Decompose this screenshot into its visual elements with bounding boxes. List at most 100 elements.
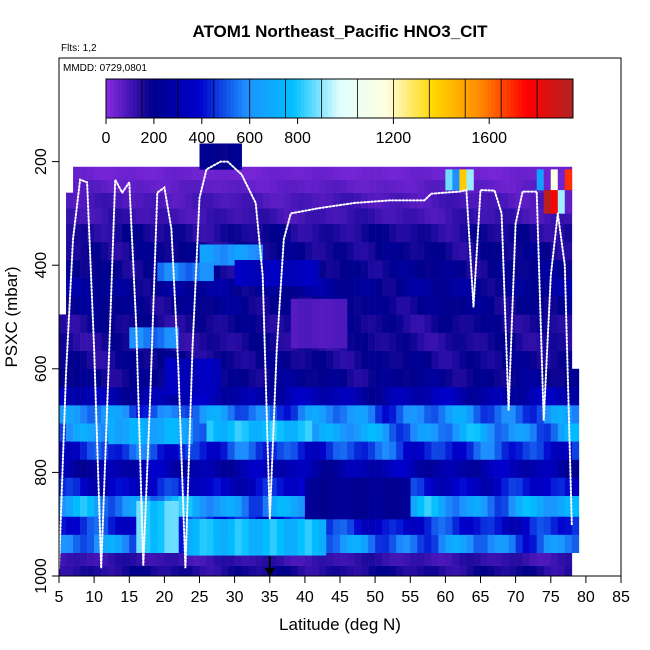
heatmap-cell — [234, 519, 242, 556]
heatmap-cell — [480, 260, 488, 279]
heatmap-cell — [501, 441, 509, 460]
colorbar-segment — [323, 79, 329, 118]
heatmap-cell — [59, 516, 67, 535]
heatmap-cell — [220, 314, 228, 333]
heatmap-cell — [136, 179, 144, 193]
heatmap-cell — [199, 552, 207, 566]
heatmap-cell — [108, 565, 116, 577]
heatmap-cell — [73, 459, 81, 478]
heatmap-cell — [515, 516, 523, 535]
heatmap-cell — [80, 441, 88, 460]
heatmap-cell — [459, 565, 467, 577]
heatmap-cell — [396, 441, 404, 460]
heatmap-cell — [283, 166, 292, 181]
heatmap-cell — [276, 208, 285, 225]
heatmap-cell — [332, 405, 341, 424]
heatmap-cell — [262, 260, 271, 287]
heatmap-cell — [347, 314, 355, 333]
heatmap-cell — [431, 296, 439, 315]
heatmap-cell — [206, 332, 214, 351]
heatmap-cell — [115, 418, 123, 445]
heatmap-cell — [494, 208, 502, 225]
heatmap-cell — [164, 459, 172, 478]
heatmap-cell — [368, 278, 376, 297]
heatmap-cell — [325, 516, 334, 535]
heatmap-cell — [396, 565, 404, 577]
colorbar-tick-label: 1200 — [376, 130, 412, 147]
heatmap-cell — [276, 405, 285, 424]
colorbar-segment — [464, 79, 469, 118]
heatmap-cell — [529, 208, 537, 225]
heatmap-cell — [347, 565, 355, 577]
heatmap-cell — [73, 208, 81, 225]
heatmap-cell — [410, 459, 418, 478]
heatmap-cell — [73, 552, 81, 566]
heatmap-cell — [354, 166, 362, 181]
heatmap-cell — [136, 552, 144, 566]
heatmap-cell — [178, 405, 186, 424]
heatmap-cell — [480, 477, 488, 497]
heatmap-cell — [276, 495, 285, 517]
heatmap-cell — [262, 519, 271, 556]
heatmap-cell — [241, 350, 249, 370]
heatmap-cell — [396, 332, 404, 351]
heatmap-cell — [185, 179, 193, 193]
heatmap-cell — [354, 314, 362, 333]
heatmap-cell — [262, 477, 271, 497]
heatmap-cell — [234, 192, 242, 209]
heatmap-cell — [473, 179, 481, 193]
heatmap-cell — [248, 192, 256, 209]
heatmap-cell — [515, 241, 523, 261]
heatmap-cell — [94, 565, 102, 577]
heatmap-cell — [213, 244, 221, 266]
heatmap-cell — [304, 519, 313, 556]
heatmap-cell — [550, 208, 559, 225]
heatmap-cell — [396, 208, 404, 225]
heatmap-cell — [417, 314, 425, 333]
heatmap-cell — [283, 565, 292, 577]
heatmap-cell — [143, 260, 151, 279]
heatmap-cell — [255, 519, 264, 556]
heatmap-cell — [318, 179, 327, 193]
heatmap-cell — [522, 405, 530, 424]
heatmap-cell — [543, 423, 552, 442]
heatmap-cell — [164, 405, 172, 424]
heatmap-cell — [150, 386, 158, 406]
heatmap-cell — [396, 534, 404, 553]
heatmap-cell — [431, 166, 439, 181]
colorbar-segment — [152, 79, 157, 118]
heatmap-cell — [494, 241, 502, 261]
heatmap-cell — [564, 190, 573, 214]
heatmap-cell — [480, 405, 488, 424]
heatmap-cell — [424, 223, 432, 243]
heatmap-cell — [87, 314, 95, 333]
heatmap-cell — [382, 441, 390, 460]
heatmap-cell — [136, 260, 144, 279]
colorbar-segment — [168, 79, 173, 118]
heatmap-cell — [234, 223, 242, 243]
colorbar-tick-label: 200 — [141, 130, 168, 147]
heatmap-cell — [375, 241, 383, 261]
heatmap-cell — [410, 368, 418, 388]
heatmap-cell — [564, 495, 573, 517]
heatmap-cell — [192, 192, 200, 209]
heatmap-cell — [101, 314, 109, 333]
heatmap-cell — [192, 332, 200, 351]
heatmap-cell — [382, 179, 390, 193]
heatmap-cell — [178, 241, 186, 261]
colorbar-segment — [288, 79, 294, 118]
heatmap-cell — [220, 519, 228, 556]
heatmap-cell — [283, 459, 292, 478]
heatmap-cell — [164, 418, 172, 445]
heatmap-cell — [325, 459, 334, 478]
heatmap-cell — [297, 298, 306, 349]
heatmap-cell — [382, 314, 390, 333]
heatmap-cell — [87, 166, 95, 181]
heatmap-cell — [410, 534, 418, 553]
heatmap-cell — [94, 534, 102, 553]
heatmap-cell — [66, 223, 74, 243]
heatmap-cell — [340, 350, 348, 370]
heatmap-cell — [129, 552, 137, 566]
heatmap-cell — [311, 208, 320, 225]
x-tick-label: 65 — [472, 589, 490, 606]
